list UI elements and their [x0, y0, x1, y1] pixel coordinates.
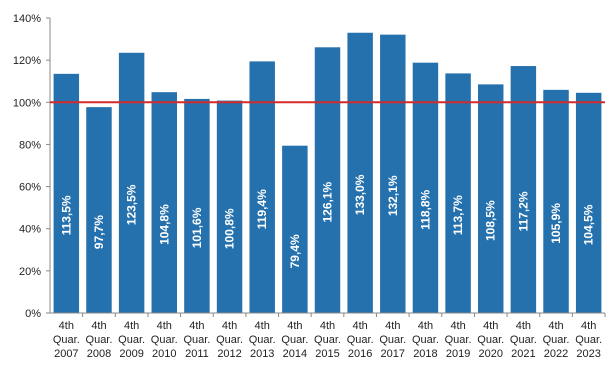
x-tick-label: 4th	[483, 320, 498, 332]
x-tick-label: 2016	[348, 348, 372, 360]
x-tick-label: 2018	[413, 348, 437, 360]
x-tick-label: 2022	[544, 348, 568, 360]
x-tick-label: 2014	[283, 348, 307, 360]
x-tick-label: 2008	[87, 348, 111, 360]
bar	[347, 32, 373, 313]
x-tick-label: 2011	[185, 348, 209, 360]
bar	[543, 89, 569, 313]
x-tick-label: 4th	[450, 320, 465, 332]
x-tick-label: 4th	[222, 320, 237, 332]
x-tick-label: 4th	[320, 320, 335, 332]
bar	[216, 100, 243, 313]
x-tick-label: Quar.	[445, 334, 472, 346]
bar	[445, 73, 471, 314]
data-label: 132,1%	[386, 175, 400, 216]
y-tick-label: 0%	[25, 308, 41, 320]
x-tick-label: Quar.	[118, 334, 145, 346]
data-label: 108,5%	[484, 200, 498, 241]
x-tick-label: 4th	[91, 320, 106, 332]
x-tick-label: 2009	[119, 348, 143, 360]
x-tick-label: Quar.	[347, 334, 374, 346]
y-tick-label: 20%	[19, 266, 41, 278]
x-tick-label: 2010	[152, 348, 176, 360]
x-tick-label: 4th	[189, 320, 204, 332]
x-tick-label: Quar.	[183, 334, 210, 346]
x-tick-label: 2015	[315, 348, 339, 360]
bar	[151, 92, 177, 314]
data-label: 113,5%	[59, 195, 73, 235]
x-tick-label: 2007	[54, 348, 78, 360]
x-tick-label: 2019	[446, 348, 470, 360]
x-tick-label: Quar.	[281, 334, 308, 346]
x-tick-label: Quar.	[510, 334, 537, 346]
y-tick-label: 40%	[19, 224, 41, 236]
x-tick-label: Quar.	[412, 334, 439, 346]
y-tick-label: 120%	[13, 55, 41, 67]
y-tick-label: 140%	[13, 13, 41, 25]
data-label: 133,0%	[353, 174, 367, 215]
bar	[184, 98, 210, 314]
bar	[478, 84, 504, 313]
bar	[249, 61, 275, 314]
x-tick-label: 4th	[255, 320, 270, 332]
data-label: 126,1%	[321, 181, 335, 222]
data-label: 123,5%	[125, 184, 139, 225]
data-label: 79,4%	[288, 234, 302, 268]
x-tick-label: 4th	[124, 320, 139, 332]
x-tick-label: 4th	[385, 320, 400, 332]
x-tick-label: Quar.	[379, 334, 406, 346]
x-tick-label: 2021	[511, 348, 535, 360]
x-tick-label: Quar.	[314, 334, 341, 346]
x-tick-label: 4th	[352, 320, 367, 332]
x-tick-label: Quar.	[575, 334, 602, 346]
x-tick-label: 4th	[548, 320, 563, 332]
x-tick-label: Quar.	[477, 334, 504, 346]
x-tick-label: 2023	[576, 348, 600, 360]
bar	[380, 34, 406, 314]
bar	[575, 92, 602, 313]
x-tick-label: Quar.	[53, 334, 80, 346]
bar	[53, 73, 80, 313]
bar	[314, 47, 341, 314]
bars	[53, 32, 602, 314]
data-label: 119,4%	[255, 189, 269, 229]
x-tick-label: 4th	[581, 320, 596, 332]
y-tick-label: 100%	[13, 97, 41, 109]
x-tick-label: 4th	[516, 320, 531, 332]
data-label: 118,8%	[418, 189, 432, 229]
data-label: 100,8%	[223, 208, 237, 249]
data-label: 113,7%	[451, 195, 465, 235]
y-axis: 0% 20% 40% 60% 80% 100% 120% 140%	[13, 13, 51, 320]
data-label: 101,6%	[190, 207, 204, 248]
x-tick-label: 2020	[478, 348, 502, 360]
x-axis: 4th Quar. 2007 4th Quar. 2008 4th Quar. 2009 4th Q…	[50, 312, 606, 360]
x-tick-label: Quar.	[249, 334, 276, 346]
data-label: 104,5%	[582, 204, 596, 245]
bar	[118, 52, 145, 314]
y-tick-label: 80%	[19, 139, 41, 151]
x-tick-label: 4th	[418, 320, 433, 332]
x-tick-label: 2017	[381, 348, 405, 360]
data-labels: 113,5% 97,7% 123,5% 104,8% 101,6% 100,8% 119,4…	[59, 174, 595, 268]
x-tick-label: Quar.	[543, 334, 570, 346]
x-tick-label: 2012	[217, 348, 241, 360]
bar	[510, 66, 537, 314]
x-tick-label: 4th	[287, 320, 302, 332]
data-label: 117,2%	[516, 191, 530, 231]
data-label: 105,9%	[549, 203, 563, 244]
x-tick-label: Quar.	[216, 334, 243, 346]
x-tick-label: Quar.	[86, 334, 113, 346]
x-tick-label: Quar.	[151, 334, 178, 346]
bar	[86, 107, 112, 313]
y-tick-label: 60%	[19, 182, 41, 194]
data-label: 97,7%	[92, 215, 106, 249]
x-tick-label: 2013	[250, 348, 274, 360]
x-tick-label: 4th	[157, 320, 172, 332]
data-label: 104,8%	[157, 204, 171, 245]
bar	[412, 62, 439, 313]
bar	[282, 145, 308, 313]
x-tick-label: 4th	[59, 320, 74, 332]
